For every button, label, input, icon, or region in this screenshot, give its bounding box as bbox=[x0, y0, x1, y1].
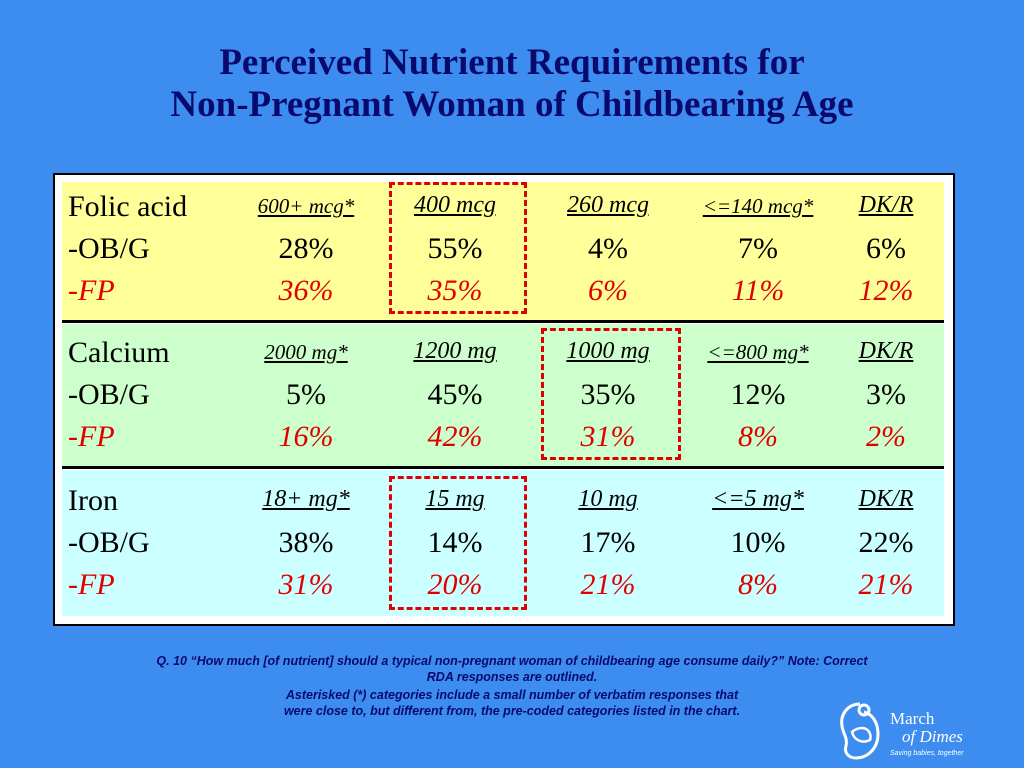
row-label-fp: -FP bbox=[68, 568, 115, 601]
fp-value: 21% bbox=[858, 568, 914, 601]
column-header: 1000 mg bbox=[566, 338, 650, 364]
fp-value: 31% bbox=[580, 420, 636, 453]
march-of-dimes-logo: March of Dimes Saving babies, together bbox=[834, 700, 984, 762]
row-label-fp: -FP bbox=[68, 420, 115, 453]
footnote-asterisk: Asterisked (*) categories include a smal… bbox=[285, 688, 739, 702]
nutrient-label-folic-acid: Folic acid bbox=[68, 190, 188, 223]
fp-value: 35% bbox=[427, 274, 483, 307]
ob-value: 55% bbox=[427, 232, 483, 265]
ob-value: 6% bbox=[866, 232, 906, 265]
column-header: DK/R bbox=[858, 338, 914, 364]
column-header: <=140 mcg* bbox=[702, 194, 814, 218]
column-header: <=800 mg* bbox=[707, 340, 809, 364]
fp-value: 16% bbox=[278, 420, 334, 453]
ob-value: 17% bbox=[580, 526, 636, 559]
ob-value: 10% bbox=[730, 526, 786, 559]
correct-answer-outline bbox=[389, 182, 527, 314]
row-label-ob: -OB/G bbox=[68, 526, 150, 559]
iron-section bbox=[62, 470, 944, 616]
correct-answer-outline bbox=[389, 476, 527, 610]
fp-value: 36% bbox=[278, 274, 334, 307]
fp-value: 2% bbox=[866, 420, 906, 453]
footnote-question-cont: RDA responses are outlined. bbox=[426, 670, 598, 684]
correct-answer-outline bbox=[541, 328, 681, 460]
ob-value: 7% bbox=[738, 232, 778, 265]
row-label-ob: -OB/G bbox=[68, 378, 150, 411]
footnote-question: Q. 10 “How much [of nutrient] should a t… bbox=[156, 654, 868, 668]
calcium-section bbox=[62, 324, 944, 466]
nutrient-label-iron: Iron bbox=[68, 484, 118, 517]
row-label-ob: -OB/G bbox=[68, 232, 150, 265]
mother-baby-icon bbox=[840, 702, 880, 760]
nutrient-label-calcium: Calcium bbox=[68, 336, 170, 369]
ob-value: 35% bbox=[580, 378, 636, 411]
folic-acid-section bbox=[62, 182, 944, 320]
row-label-fp: -FP bbox=[68, 274, 115, 307]
ob-value: 14% bbox=[427, 526, 483, 559]
title-line-1: Perceived Nutrient Requirements for bbox=[219, 42, 805, 83]
ob-value: 22% bbox=[858, 526, 914, 559]
column-header: 260 mcg bbox=[567, 192, 649, 218]
fp-value: 8% bbox=[738, 420, 778, 453]
column-header: 15 mg bbox=[425, 486, 485, 512]
logo-word-march: March bbox=[890, 709, 935, 728]
ob-value: 38% bbox=[278, 526, 334, 559]
column-header: 600+ mcg* bbox=[257, 194, 355, 218]
fp-value: 8% bbox=[738, 568, 778, 601]
column-header: 18+ mg* bbox=[262, 486, 350, 512]
fp-value: 20% bbox=[427, 568, 483, 601]
fp-value: 11% bbox=[731, 274, 785, 307]
fp-value: 42% bbox=[427, 420, 483, 453]
logo-tagline: Saving babies, together bbox=[890, 750, 964, 757]
column-header: DK/R bbox=[858, 192, 914, 218]
ob-value: 28% bbox=[278, 232, 334, 265]
footnote-asterisk-cont: were close to, but different from, the p… bbox=[283, 704, 741, 718]
fp-value: 31% bbox=[278, 568, 334, 601]
column-header: DK/R bbox=[858, 486, 914, 512]
column-header: 10 mg bbox=[578, 486, 638, 512]
ob-value: 45% bbox=[427, 378, 483, 411]
title-line-2: Non-Pregnant Woman of Childbearing Age bbox=[170, 84, 854, 125]
ob-value: 3% bbox=[866, 378, 906, 411]
ob-value: 5% bbox=[286, 378, 326, 411]
column-header: 2000 mg* bbox=[264, 340, 348, 364]
ob-value: 12% bbox=[730, 378, 786, 411]
fp-value: 21% bbox=[580, 568, 636, 601]
section-divider bbox=[62, 320, 944, 323]
ob-value: 4% bbox=[588, 232, 628, 265]
fp-value: 6% bbox=[588, 274, 628, 307]
fp-value: 12% bbox=[858, 274, 914, 307]
column-header: <=5 mg* bbox=[712, 486, 804, 512]
slide-title: Perceived Nutrient Requirements for Non-… bbox=[0, 42, 1024, 126]
logo-word-of-dimes: of Dimes bbox=[902, 727, 963, 746]
column-header: 1200 mg bbox=[413, 338, 497, 364]
section-divider bbox=[62, 466, 944, 469]
column-header: 400 mcg bbox=[414, 192, 496, 218]
